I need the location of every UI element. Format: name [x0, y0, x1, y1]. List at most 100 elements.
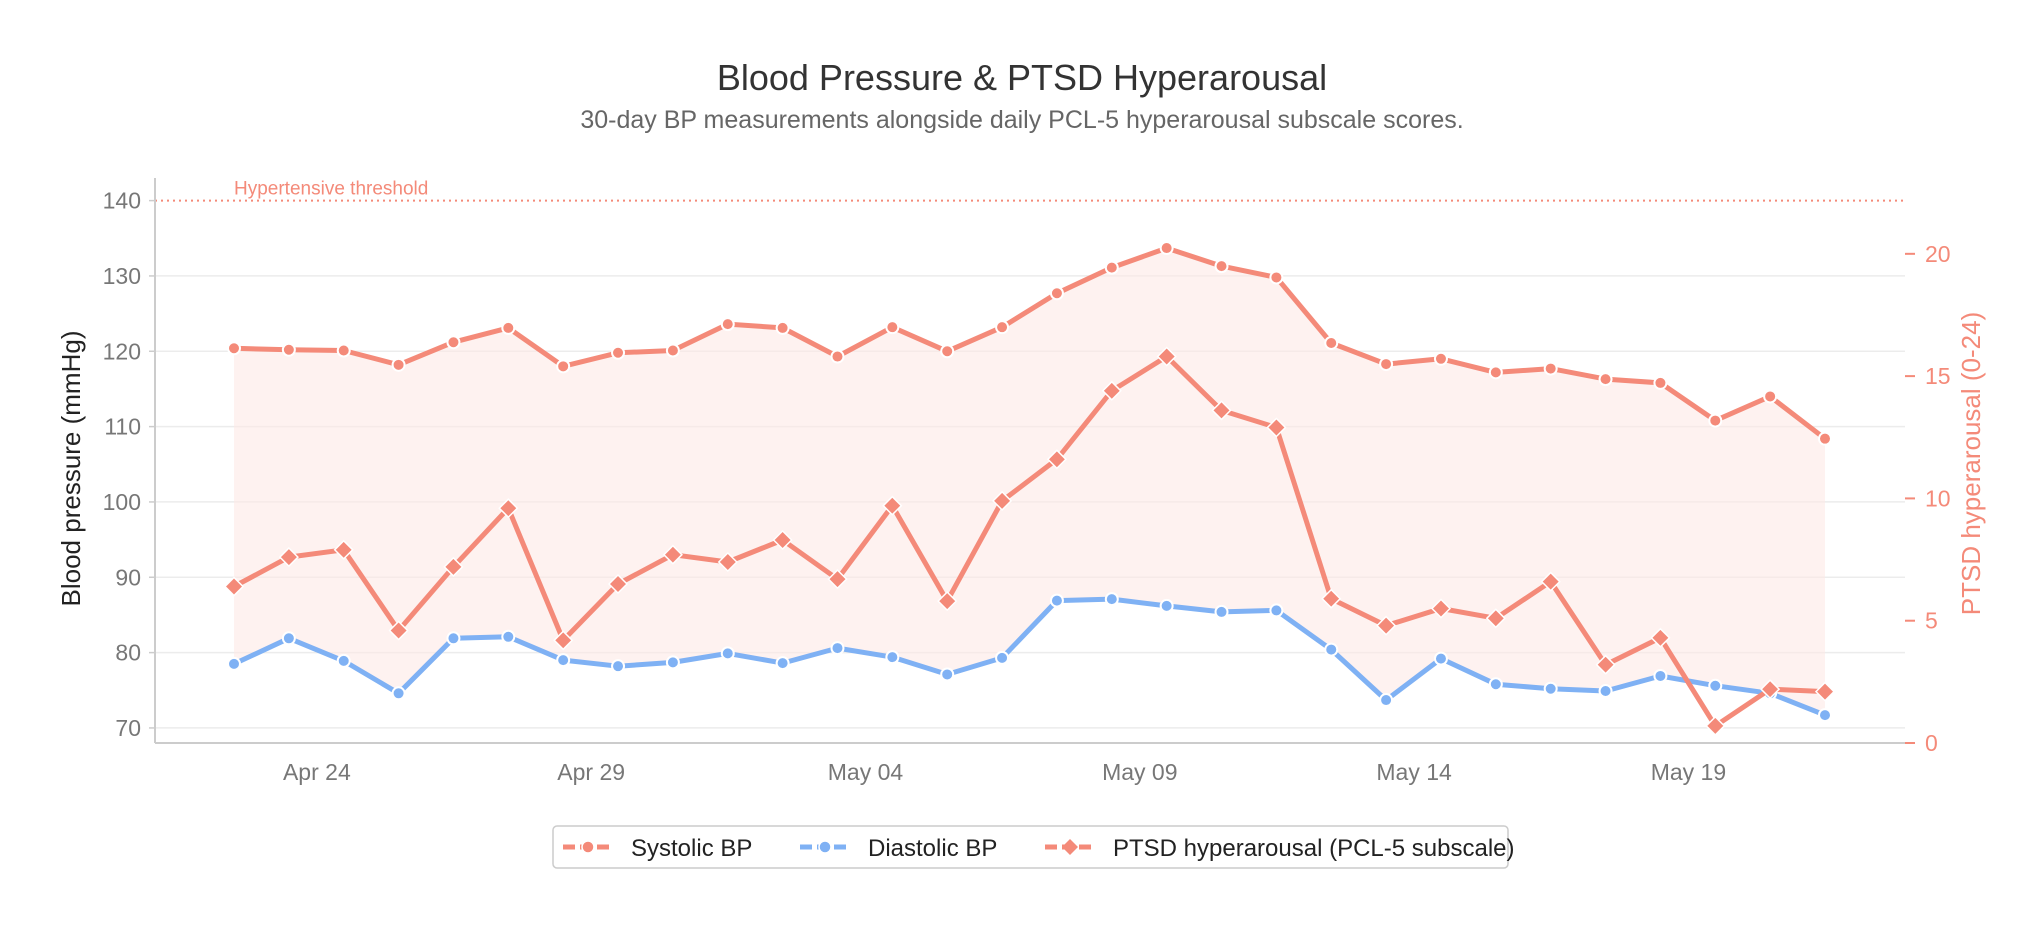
- ptsd-point[interactable]: [443, 556, 464, 577]
- systolic-point[interactable]: [1818, 431, 1832, 446]
- diastolic-point[interactable]: [1543, 681, 1558, 696]
- ptsd-point[interactable]: [1540, 571, 1561, 592]
- ptsd-point[interactable]: [388, 620, 409, 641]
- systolic-point[interactable]: [1653, 375, 1668, 390]
- diastolic-point[interactable]: [446, 631, 461, 646]
- ptsd-point[interactable]: [1156, 346, 1177, 367]
- ptsd-point[interactable]: [498, 498, 519, 519]
- threshold-line-group: Hypertensive threshold: [155, 179, 1905, 202]
- left-axis-ticks: 70 80 90 100 110 120 130 140: [103, 188, 155, 741]
- ptsd-point[interactable]: [1650, 627, 1671, 648]
- legend[interactable]: Systolic BP Diastolic BP PTSD hyperarousal…: [552, 825, 1515, 869]
- systolic-point[interactable]: [1269, 270, 1284, 285]
- systolic-point[interactable]: [336, 343, 351, 358]
- diastolic-point[interactable]: [830, 641, 845, 656]
- ptsd-point[interactable]: [1814, 681, 1836, 702]
- ptsd-point[interactable]: [882, 495, 903, 516]
- diastolic-point[interactable]: [1104, 592, 1119, 607]
- ptsd-point[interactable]: [1046, 449, 1067, 470]
- ptsd-point[interactable]: [717, 551, 738, 573]
- diastolic-point[interactable]: [611, 659, 626, 674]
- systolic-point[interactable]: [1433, 351, 1448, 366]
- diastolic-point[interactable]: [501, 629, 516, 644]
- diastolic-point[interactable]: [1269, 603, 1284, 618]
- systolic-point[interactable]: [1708, 413, 1723, 428]
- diastolic-point[interactable]: [281, 631, 296, 646]
- ptsd-point[interactable]: [1430, 598, 1452, 619]
- ptsd-point[interactable]: [223, 576, 245, 597]
- systolic-point[interactable]: [720, 317, 735, 332]
- ptsd-point[interactable]: [1760, 679, 1781, 700]
- systolic-point[interactable]: [391, 357, 406, 372]
- systolic-point[interactable]: [830, 349, 845, 364]
- diastolic-point[interactable]: [1214, 604, 1229, 619]
- diastolic-point[interactable]: [940, 667, 955, 682]
- systolic-point[interactable]: [1379, 357, 1394, 372]
- systolic-point[interactable]: [556, 359, 571, 374]
- systolic-point[interactable]: [995, 320, 1010, 335]
- systolic-point[interactable]: [1104, 260, 1119, 275]
- diastolic-point[interactable]: [775, 656, 790, 671]
- left-axis-label: Blood pressure (mmHg): [56, 331, 86, 607]
- systolic-point[interactable]: [775, 320, 790, 335]
- threshold-annotation: Hypertensive threshold: [234, 179, 428, 200]
- systolic-point[interactable]: [227, 341, 241, 356]
- diastolic-point[interactable]: [336, 653, 351, 668]
- diastolic-point[interactable]: [1653, 668, 1668, 683]
- ptsd-point[interactable]: [1211, 400, 1232, 421]
- ptsd-point[interactable]: [278, 547, 299, 568]
- diastolic-point[interactable]: [556, 653, 571, 668]
- systolic-point[interactable]: [1543, 361, 1558, 376]
- diastolic-point[interactable]: [1818, 708, 1832, 723]
- ptsd-point[interactable]: [607, 573, 629, 595]
- ptsd-point[interactable]: [662, 544, 683, 565]
- ptsd-point[interactable]: [1485, 608, 1506, 629]
- systolic-point[interactable]: [940, 344, 955, 359]
- diastolic-point[interactable]: [1049, 593, 1064, 608]
- systolic-point[interactable]: [1488, 365, 1503, 380]
- right-axis-ticks: 0 5 10 15 20: [1905, 241, 1951, 756]
- diastolic-point[interactable]: [1159, 598, 1174, 613]
- ptsd-point[interactable]: [1101, 380, 1122, 401]
- legend-item-diastolic[interactable]: Diastolic BP: [800, 835, 997, 862]
- ptsd-point[interactable]: [772, 529, 793, 551]
- ptsd-point[interactable]: [1266, 417, 1287, 438]
- legend-item-systolic[interactable]: Systolic BP: [563, 835, 752, 862]
- diastolic-point[interactable]: [1379, 693, 1394, 708]
- systolic-point[interactable]: [281, 342, 296, 357]
- legend-item-ptsd[interactable]: PTSD hyperarousal (PCL-5 subscale): [1045, 835, 1515, 862]
- x-tick-label: May 09: [1102, 759, 1177, 785]
- ptsd-point[interactable]: [827, 569, 848, 590]
- systolic-point[interactable]: [885, 320, 900, 335]
- systolic-point[interactable]: [1324, 335, 1339, 350]
- ptsd-point[interactable]: [1705, 715, 1726, 736]
- x-tick-label: May 04: [828, 759, 904, 785]
- ptsd-point[interactable]: [992, 490, 1013, 511]
- diastolic-point[interactable]: [227, 656, 241, 671]
- ptsd-point[interactable]: [937, 591, 958, 612]
- ptsd-point[interactable]: [1595, 654, 1616, 675]
- systolic-point[interactable]: [665, 343, 680, 358]
- diastolic-point[interactable]: [720, 646, 735, 661]
- systolic-point[interactable]: [1159, 241, 1174, 256]
- diastolic-point[interactable]: [665, 655, 680, 670]
- ptsd-point[interactable]: [333, 539, 354, 560]
- diastolic-point[interactable]: [885, 650, 900, 665]
- systolic-point[interactable]: [446, 335, 461, 350]
- diastolic-point[interactable]: [1324, 642, 1339, 657]
- systolic-point[interactable]: [1763, 389, 1778, 404]
- systolic-point[interactable]: [501, 320, 516, 335]
- ptsd-point[interactable]: [1376, 615, 1397, 636]
- systolic-point[interactable]: [1049, 286, 1064, 301]
- diastolic-point[interactable]: [391, 686, 406, 701]
- ptsd-point[interactable]: [1321, 588, 1342, 609]
- diastolic-point[interactable]: [995, 650, 1010, 665]
- systolic-point[interactable]: [1214, 259, 1229, 274]
- systolic-point[interactable]: [1598, 372, 1613, 387]
- systolic-point[interactable]: [611, 345, 626, 360]
- diastolic-point[interactable]: [1708, 678, 1723, 693]
- ptsd-point[interactable]: [553, 630, 574, 651]
- diastolic-point[interactable]: [1598, 684, 1613, 699]
- diastolic-point[interactable]: [1433, 651, 1448, 666]
- diastolic-point[interactable]: [1488, 677, 1503, 692]
